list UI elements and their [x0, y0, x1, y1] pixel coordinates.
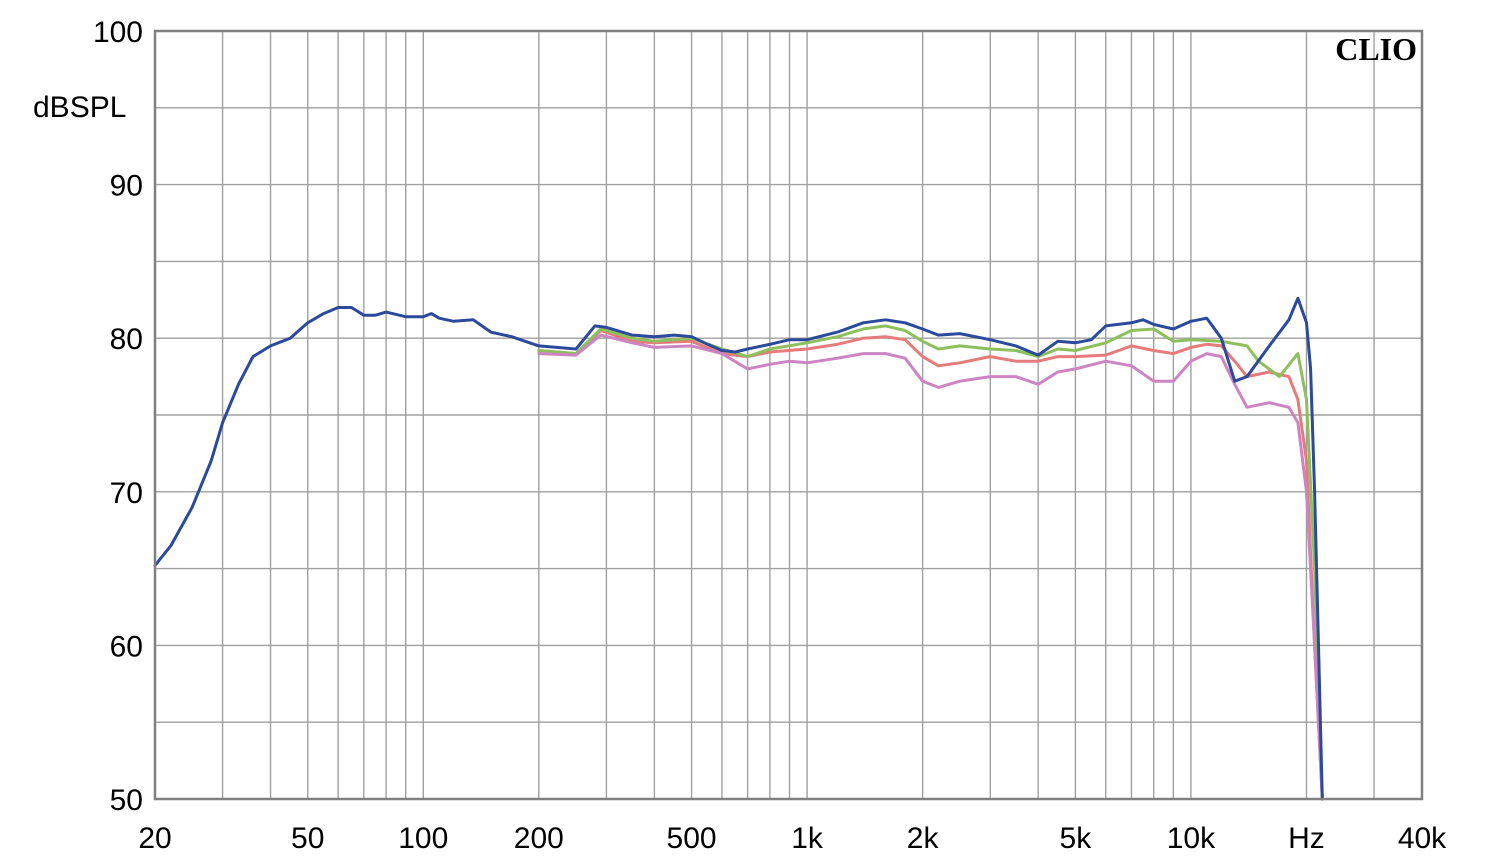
series-line-3 — [537, 333, 1324, 801]
x-tick-label: 40k — [1398, 822, 1447, 855]
series-line-1 — [537, 329, 1324, 801]
y-axis-label: dBSPL — [33, 91, 126, 124]
grid — [155, 31, 1422, 799]
series-line-4 — [153, 296, 1324, 801]
y-tick-labels: 100 90 80 70 60 50 — [93, 16, 143, 817]
series-line-2 — [537, 324, 1324, 801]
brand-logo: CLIO — [1335, 31, 1417, 67]
y-tick-label: 90 — [110, 170, 143, 203]
y-tick-label: 70 — [110, 477, 143, 510]
x-tick-label: 5k — [1060, 822, 1093, 855]
y-tick-label: 100 — [93, 16, 143, 49]
x-tick-label: Hz — [1288, 822, 1325, 855]
x-tick-label: 200 — [514, 822, 564, 855]
y-tick-label: 80 — [110, 323, 143, 356]
x-tick-label: 2k — [907, 822, 940, 855]
y-tick-label: 50 — [110, 784, 143, 817]
series-layer — [153, 296, 1324, 801]
x-tick-label: 50 — [291, 822, 324, 855]
plot-frame — [153, 29, 1424, 801]
x-tick-labels: 20 50 100 200 500 1k 2k 5k 10k Hz 40k — [138, 822, 1447, 855]
y-tick-label: 60 — [110, 630, 143, 663]
x-tick-label: 20 — [138, 822, 171, 855]
x-tick-label: 1k — [791, 822, 824, 855]
x-tick-label: 500 — [667, 822, 717, 855]
x-tick-label: 100 — [398, 822, 448, 855]
x-tick-label: 10k — [1167, 822, 1216, 855]
